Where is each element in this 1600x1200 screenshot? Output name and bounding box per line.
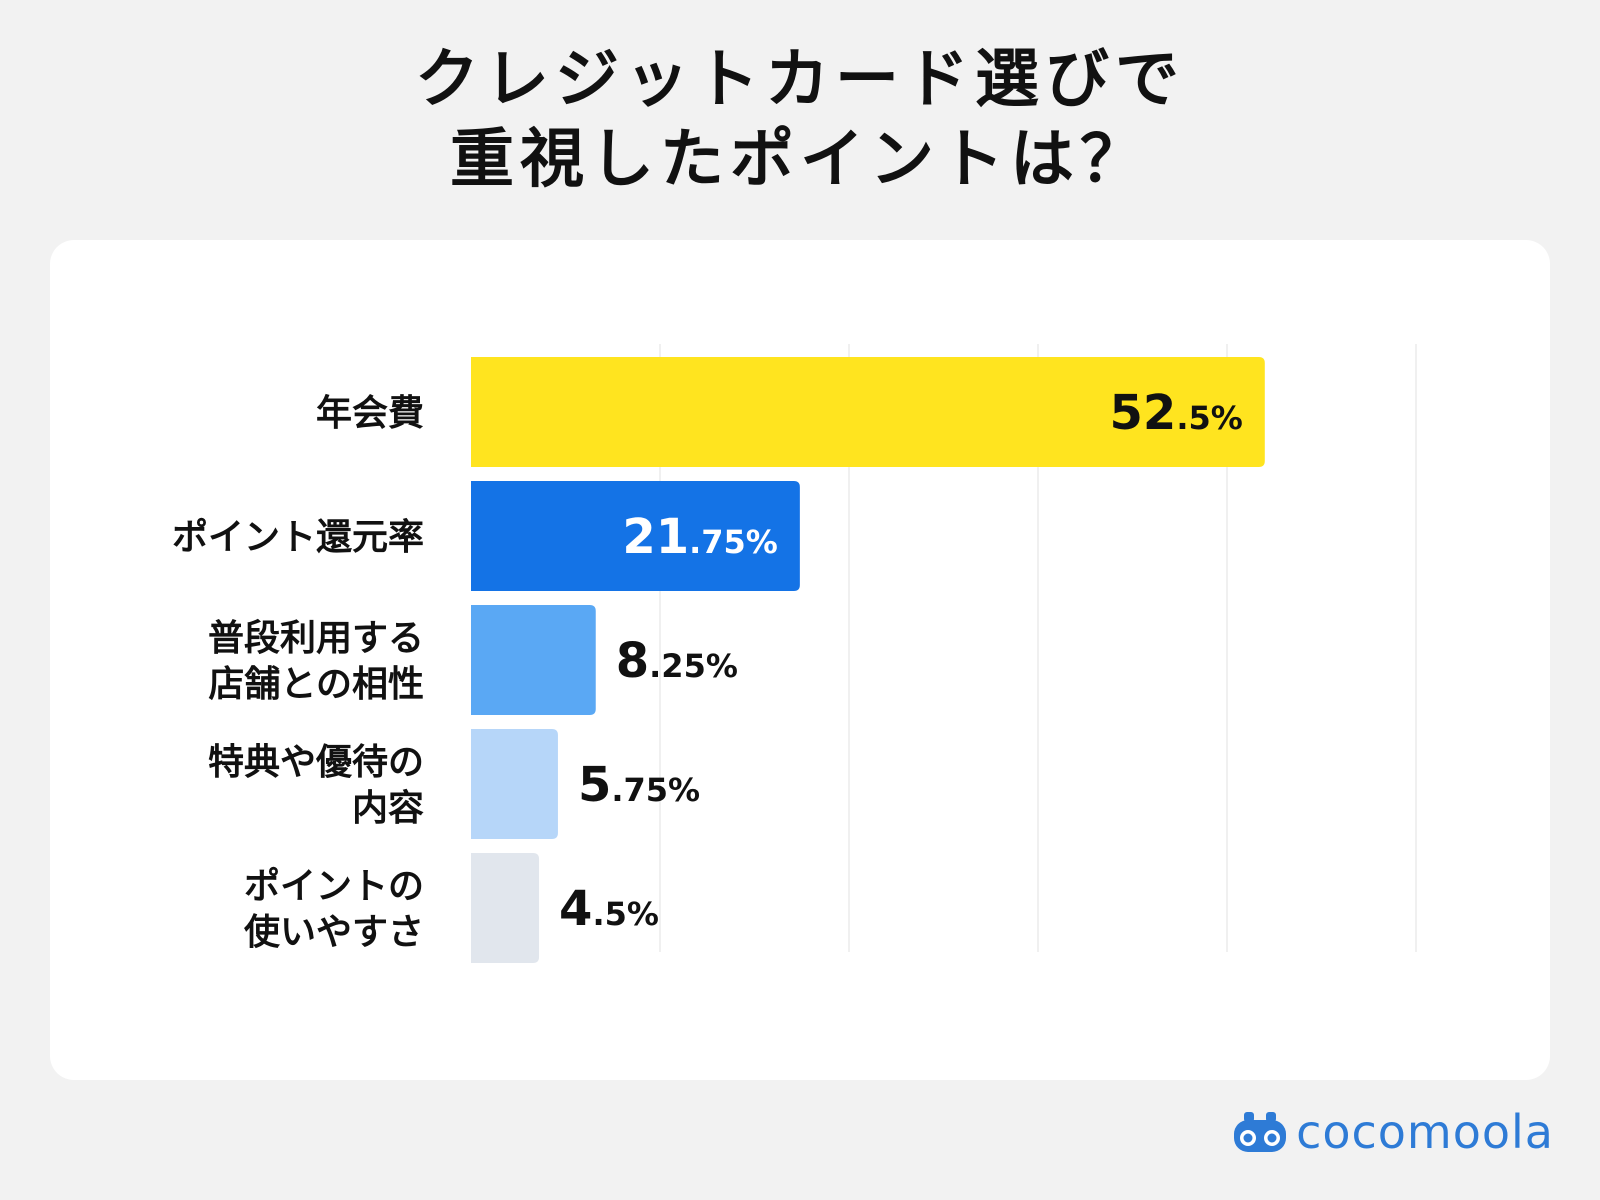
category-label: 普段利用する xyxy=(208,618,424,659)
data-label: 21.75% xyxy=(622,509,778,565)
category-label: 特典や優待の xyxy=(208,742,424,783)
bar xyxy=(471,481,800,591)
brand-logo: cocomoola xyxy=(1232,1102,1554,1162)
data-label: 52.5% xyxy=(1110,385,1243,441)
bar xyxy=(471,357,1265,467)
category-label: 内容 xyxy=(352,788,424,829)
title-line-2: 重視したポイントは？ xyxy=(450,123,1150,197)
category-label: ポイント還元率 xyxy=(172,516,424,558)
bar xyxy=(471,729,558,839)
chart-card: 年会費 52.5% ポイント還元率 21.75% 普段利用する 店舗との相性 8.25% 特典… xyxy=(50,240,1550,1080)
title-line-1: クレジットカード選びで xyxy=(415,43,1185,117)
page-title: クレジットカード選びで 重視したポイントは？ xyxy=(0,40,1600,200)
brand-name: cocomoola xyxy=(1296,1105,1554,1159)
data-label: 8.25% xyxy=(616,633,738,689)
bar xyxy=(471,853,540,963)
category-label: 店舗との相性 xyxy=(208,664,424,705)
bar xyxy=(471,605,596,715)
data-label: 4.5% xyxy=(559,881,659,937)
data-label: 5.75% xyxy=(578,757,700,813)
category-label: ポイントの xyxy=(244,865,424,907)
category-label: 年会費 xyxy=(316,393,424,434)
category-label: 使いやすさ xyxy=(244,912,424,953)
binoculars-icon xyxy=(1234,1112,1287,1152)
